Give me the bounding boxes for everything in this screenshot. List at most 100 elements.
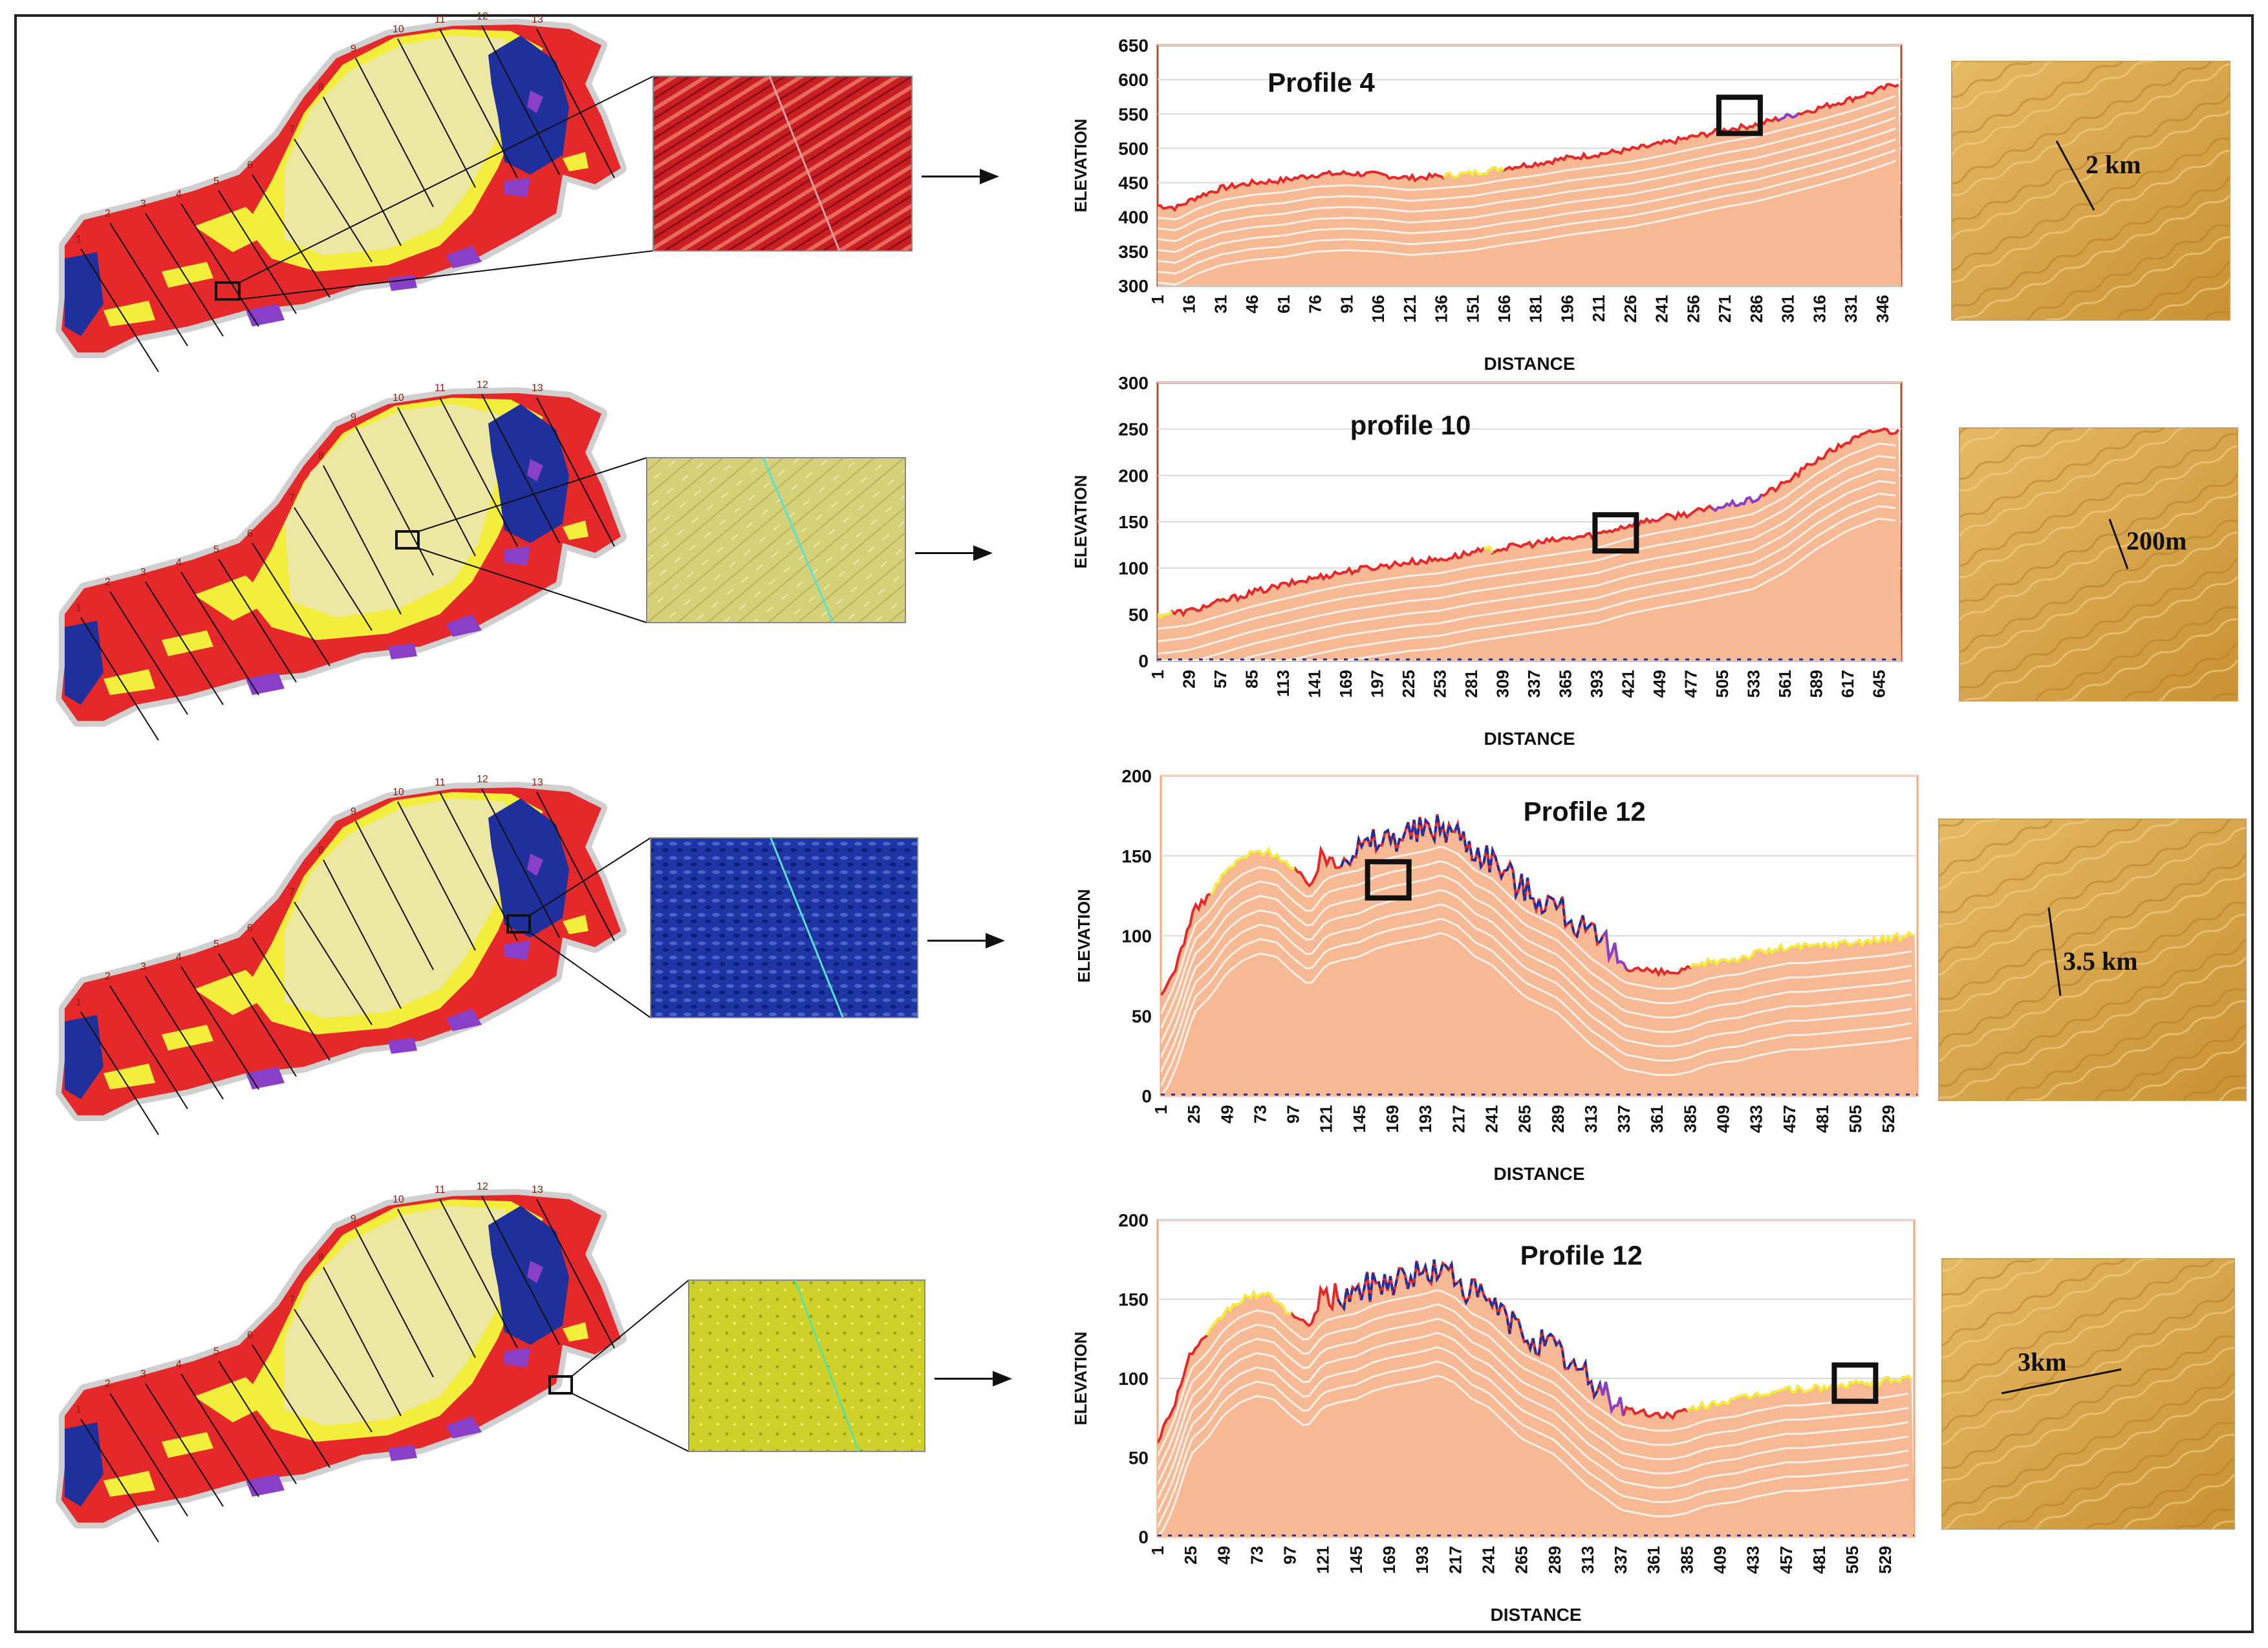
profile-line xyxy=(481,1195,560,1345)
x-tick-label: 361 xyxy=(1647,1105,1667,1133)
scale-label: 3.5 km xyxy=(2063,947,2138,976)
x-tick-label: 1 xyxy=(1148,1546,1167,1555)
dune-texture-lime-icon xyxy=(688,1279,925,1452)
profile-segment xyxy=(1484,545,1494,554)
x-tick-label: 193 xyxy=(1416,1105,1435,1133)
x-tick-label: 256 xyxy=(1683,295,1703,323)
profile-line xyxy=(294,507,373,631)
profile-number: 5 xyxy=(213,176,219,187)
profile-line xyxy=(145,581,224,705)
map-purple-patch xyxy=(388,1445,417,1461)
layer-line xyxy=(1158,455,1896,643)
x-tick-label: 29 xyxy=(1179,670,1198,689)
map-purple-patch xyxy=(527,459,543,482)
profile-line xyxy=(80,617,159,741)
y-tick-label: 0 xyxy=(1138,1527,1149,1547)
layer-line xyxy=(1158,1289,1909,1457)
profile-number: 13 xyxy=(532,383,543,394)
inset-transect xyxy=(794,1279,860,1452)
profile-number: 5 xyxy=(213,544,219,555)
satellite-photo: 3.5 km xyxy=(1938,819,2247,1101)
profile-line xyxy=(323,859,402,1009)
profile-number: 4 xyxy=(176,1359,182,1370)
profile-number: 10 xyxy=(393,24,404,35)
map-yellow-patch xyxy=(103,301,155,326)
profile-area xyxy=(1158,1259,1914,1537)
x-tick-label: 169 xyxy=(1336,670,1355,698)
x-tick-label: 346 xyxy=(1873,295,1892,323)
profile-line xyxy=(252,174,330,298)
x-tick-label: 197 xyxy=(1367,670,1387,698)
layer-line xyxy=(1158,1375,1909,1537)
x-tick-label: 145 xyxy=(1350,1105,1369,1133)
x-tick-label: 337 xyxy=(1524,670,1544,698)
x-tick-label: 241 xyxy=(1482,1105,1501,1133)
map-purple-patch xyxy=(446,246,482,268)
x-tick-label: 61 xyxy=(1274,295,1293,314)
profile-line xyxy=(294,901,373,1025)
highlight-square xyxy=(1716,94,1763,136)
profile-line xyxy=(355,426,434,576)
profile-number: 2 xyxy=(105,577,111,588)
satellite-photo: 200m xyxy=(1959,427,2238,701)
x-tick-label: 193 xyxy=(1412,1546,1432,1574)
y-axis-label: ELEVATION xyxy=(1074,889,1094,983)
profile-line xyxy=(439,1199,518,1349)
profile-line xyxy=(323,1267,402,1417)
x-tick-label: 49 xyxy=(1214,1546,1233,1565)
profile-line xyxy=(109,222,188,347)
profile-number: 2 xyxy=(105,971,111,982)
profile-line xyxy=(536,1199,615,1349)
chart-title: Profile 12 xyxy=(1520,1240,1643,1270)
map-yellow-patch xyxy=(162,1025,213,1051)
profile-line xyxy=(294,138,373,262)
dune-ridges-overlay xyxy=(1942,1259,2234,1529)
profile-number: 11 xyxy=(435,777,446,788)
y-tick-label: 150 xyxy=(1118,512,1149,532)
x-tick-label: 286 xyxy=(1747,295,1766,323)
x-tick-label: 121 xyxy=(1317,1105,1336,1133)
arrow-right-icon xyxy=(986,933,1005,948)
profile-number: 13 xyxy=(532,14,543,25)
x-tick-label: 505 xyxy=(1712,670,1732,698)
profile-line xyxy=(109,591,188,715)
x-tick-label: 289 xyxy=(1548,1105,1568,1133)
chart-title: profile 10 xyxy=(1350,410,1471,440)
x-tick-label: 313 xyxy=(1578,1546,1597,1574)
inset-transect xyxy=(770,837,844,1018)
map-purple-patch xyxy=(527,91,543,113)
layer-line xyxy=(1158,94,1896,220)
x-tick-label: 393 xyxy=(1587,670,1606,698)
x-tick-label: 433 xyxy=(1747,1105,1766,1133)
map-blue-zone xyxy=(65,621,103,705)
x-tick-label: 113 xyxy=(1273,670,1293,697)
layer-line xyxy=(1161,932,1912,1096)
profile-segment xyxy=(1777,112,1800,122)
y-tick-label: 100 xyxy=(1121,926,1152,947)
profile-number: 9 xyxy=(351,1214,356,1225)
profile-segment xyxy=(1340,814,1614,964)
profile-number: 6 xyxy=(247,528,253,539)
map-purple-patch xyxy=(527,1261,543,1283)
profile-number: 5 xyxy=(213,1346,219,1357)
x-tick-label: 106 xyxy=(1368,295,1388,323)
x-tick-label: 265 xyxy=(1515,1105,1535,1133)
highlight-square xyxy=(1592,512,1639,554)
map-purple-patch xyxy=(446,1009,482,1031)
profile-line xyxy=(397,38,476,188)
x-tick-label: 529 xyxy=(1875,1546,1895,1574)
elevation-chart: 0 50 100 150 200 250 300 1 29 57 85 113 141 169 197 225… xyxy=(1071,373,1903,749)
profile-number: 1 xyxy=(76,234,81,245)
x-tick-label: 265 xyxy=(1512,1546,1531,1574)
y-axis-label: ELEVATION xyxy=(1071,1332,1090,1426)
profile-number: 2 xyxy=(105,1378,111,1389)
map-pale-zone xyxy=(285,404,504,617)
inset-connector xyxy=(418,457,647,532)
profile-number: 8 xyxy=(318,845,324,856)
x-tick-label: 385 xyxy=(1677,1546,1696,1574)
layer-line xyxy=(1158,149,1896,275)
map-yellow-patch xyxy=(194,1377,272,1422)
y-tick-label: 50 xyxy=(1129,1448,1149,1468)
profile-line xyxy=(109,985,188,1109)
